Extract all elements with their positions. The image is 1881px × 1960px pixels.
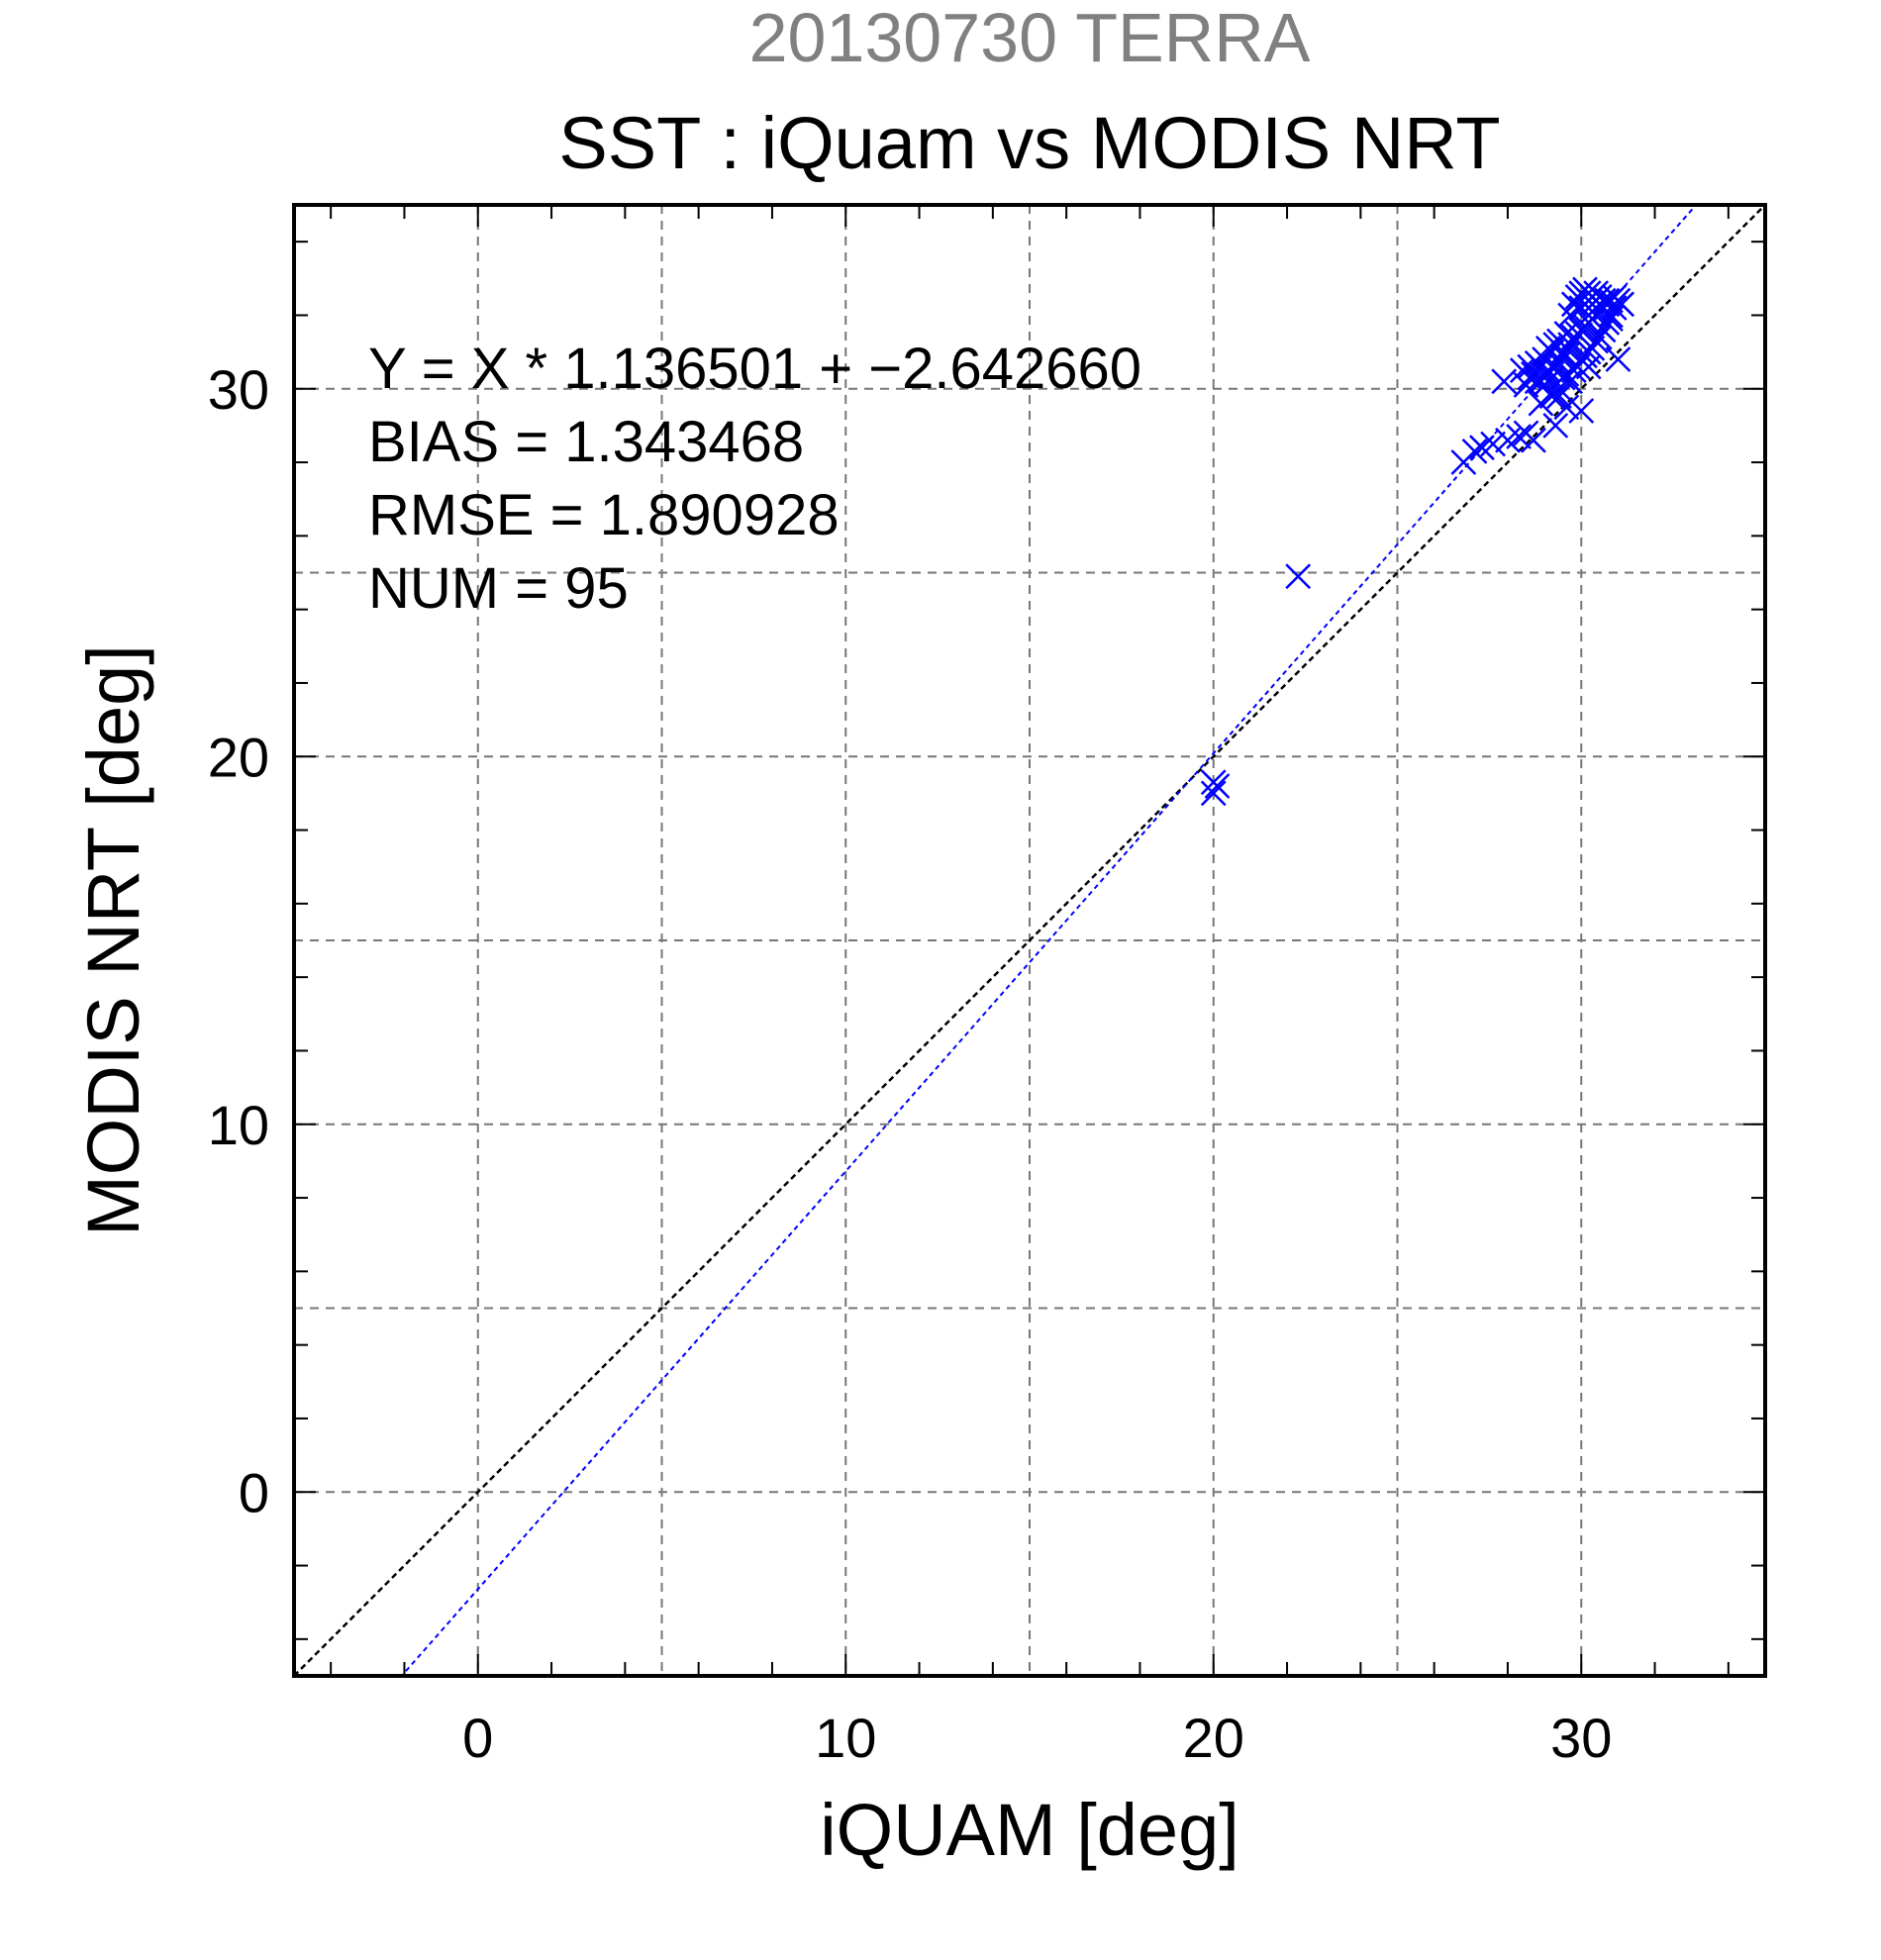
data-point (1560, 291, 1587, 318)
data-point (1491, 368, 1518, 395)
data-point (1546, 383, 1572, 410)
data-point (1609, 291, 1634, 318)
reference-lines (294, 205, 1765, 1676)
data-point (1557, 332, 1583, 358)
x-tick-label: 10 (815, 1707, 876, 1769)
axis-ticks (294, 205, 1765, 1676)
chart-title: 20130730 TERRA (749, 0, 1311, 76)
data-point (1568, 398, 1595, 424)
data-point (1564, 353, 1591, 380)
data-point (1598, 306, 1624, 333)
data-point (1605, 346, 1632, 372)
data-point (1542, 413, 1569, 439)
data-point (1521, 427, 1546, 453)
stats-annotations: Y = X * 1.136501 + −2.642660 BIAS = 1.34… (368, 337, 1141, 621)
data-point (1575, 353, 1602, 380)
x-tick-label: 0 (462, 1707, 493, 1769)
data-point (1528, 390, 1554, 417)
data-point (1285, 563, 1312, 590)
data-points (1200, 276, 1634, 807)
plot-frame (292, 203, 1767, 1678)
data-point (1553, 394, 1580, 421)
x-tick-label: 20 (1183, 1707, 1244, 1769)
rmse-label: RMSE = 1.890928 (368, 483, 840, 547)
y-axis-label: MODIS NRT [deg] (72, 644, 154, 1236)
y-tick-label: 30 (208, 358, 269, 421)
data-point (1586, 324, 1613, 350)
data-point (1590, 317, 1617, 343)
y-tick-label: 10 (208, 1094, 269, 1156)
identity-line (294, 205, 1765, 1676)
data-point (1480, 431, 1506, 457)
data-point (1200, 769, 1227, 796)
x-axis-label: iQUAM [deg] (820, 1789, 1239, 1871)
data-point (1200, 780, 1227, 807)
fit-equation-label: Y = X * 1.136501 + −2.642660 (368, 337, 1141, 401)
chart-subtitle: SST : iQuam vs MODIS NRT (558, 102, 1500, 184)
tick-labels: 0 10 20 30 0 10 20 30 (208, 358, 1613, 1769)
y-tick-label: 0 (239, 1461, 269, 1523)
x-tick-label: 30 (1550, 1707, 1612, 1769)
data-point (1461, 439, 1488, 464)
y-tick-label: 20 (208, 726, 269, 788)
bias-label: BIAS = 1.343468 (368, 410, 804, 474)
num-label: NUM = 95 (368, 556, 629, 621)
regression-line (400, 205, 1698, 1676)
data-point (1506, 424, 1532, 449)
